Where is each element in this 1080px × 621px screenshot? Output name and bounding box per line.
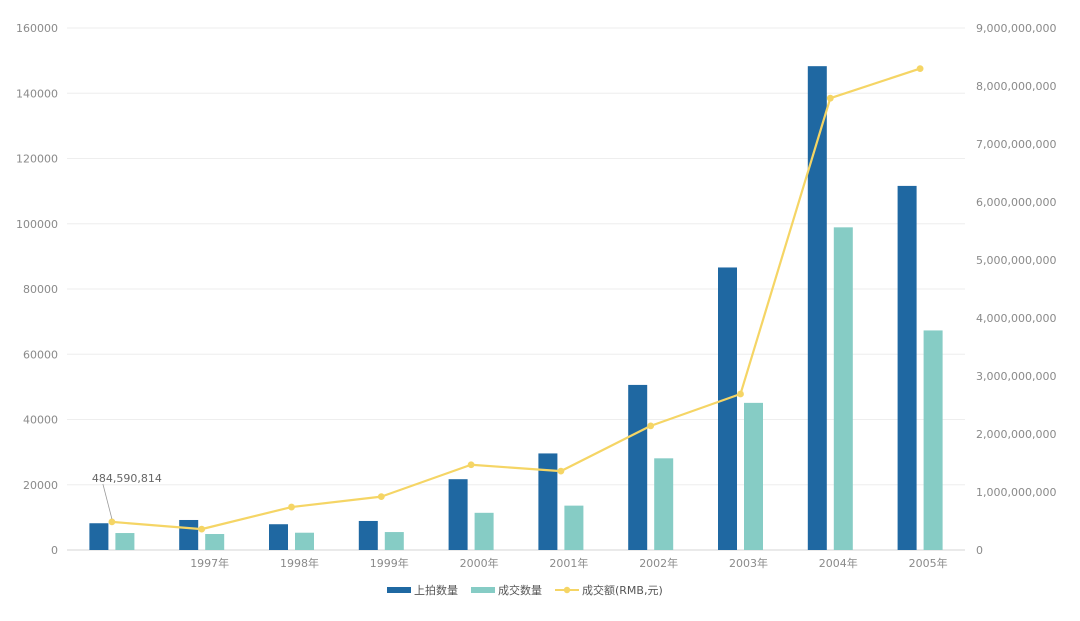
y-left-tick-label: 120000 <box>16 153 58 166</box>
bar-listed <box>358 520 378 550</box>
y-right-tick-label: 1,000,000,000 <box>976 486 1056 499</box>
bar-listed <box>538 453 558 550</box>
bar-sold <box>654 458 674 550</box>
bar-listed <box>269 524 288 550</box>
bar-sold <box>833 227 853 550</box>
legend-swatch <box>387 587 411 593</box>
bar-listed <box>89 523 109 550</box>
x-tick-label: 2003年 <box>729 556 768 570</box>
line-point <box>557 467 565 475</box>
y-left-tick-label: 40000 <box>23 414 58 427</box>
y-left-tick-label: 160000 <box>16 22 58 35</box>
bar-sold <box>564 505 584 550</box>
x-tick-label: 2005年 <box>909 556 948 570</box>
bar-sold <box>744 402 763 550</box>
legend-label: 成交额(RMB,元) <box>582 583 663 597</box>
bar-sold <box>474 512 494 550</box>
y-left-tick-label: 0 <box>51 544 58 557</box>
legend-swatch-marker <box>563 586 571 594</box>
bar-listed <box>179 519 199 550</box>
y-left-tick-label: 140000 <box>16 87 58 100</box>
bar-sold <box>205 534 225 550</box>
y-right-tick-label: 3,000,000,000 <box>976 370 1056 383</box>
bar-sold <box>295 532 314 550</box>
y-right-tick-label: 2,000,000,000 <box>976 428 1056 441</box>
y-right-tick-label: 0 <box>976 544 983 557</box>
y-right-tick-label: 7,000,000,000 <box>976 138 1056 151</box>
bar-listed <box>897 185 917 550</box>
y-left-tick-label: 80000 <box>23 283 58 296</box>
line-point <box>737 390 744 398</box>
y-left-tick-label: 60000 <box>23 348 58 361</box>
x-tick-label: 1999年 <box>370 556 409 570</box>
line-point <box>108 518 116 526</box>
bar-listed <box>718 267 737 550</box>
x-tick-label: 2002年 <box>639 556 678 570</box>
x-tick-label: 1998年 <box>280 556 319 570</box>
line-point <box>916 65 924 72</box>
bar-sold <box>923 330 943 550</box>
line-point <box>467 461 475 469</box>
y-left-tick-label: 100000 <box>16 218 58 231</box>
legend-swatch <box>471 587 495 593</box>
bar-listed <box>807 66 827 550</box>
x-tick-label: 2000年 <box>460 556 499 570</box>
line-point <box>377 493 385 501</box>
legend-label: 成交数量 <box>498 583 542 597</box>
line-point <box>647 422 655 430</box>
bar-listed <box>628 384 648 550</box>
line-point <box>288 503 295 511</box>
y-right-tick-label: 5,000,000,000 <box>976 254 1056 267</box>
annotation-leader <box>102 483 113 519</box>
x-tick-label: 2004年 <box>819 556 858 570</box>
x-tick-label: 2001年 <box>549 556 588 570</box>
data-label: 484,590,814 <box>92 472 162 485</box>
x-tick-label: 1997年 <box>190 556 229 570</box>
y-right-tick-label: 4,000,000,000 <box>976 312 1056 325</box>
bar-sold <box>384 532 404 550</box>
bar-sold <box>115 533 135 550</box>
y-right-tick-label: 8,000,000,000 <box>976 80 1056 93</box>
y-right-tick-label: 6,000,000,000 <box>976 196 1056 209</box>
legend-label: 上拍数量 <box>414 583 458 597</box>
y-left-tick-label: 20000 <box>23 479 58 492</box>
line-point <box>198 525 206 533</box>
bar-listed <box>448 479 468 550</box>
line-point <box>826 94 834 102</box>
series-line-turnover <box>111 67 921 531</box>
y-right-tick-label: 9,000,000,000 <box>976 22 1056 35</box>
